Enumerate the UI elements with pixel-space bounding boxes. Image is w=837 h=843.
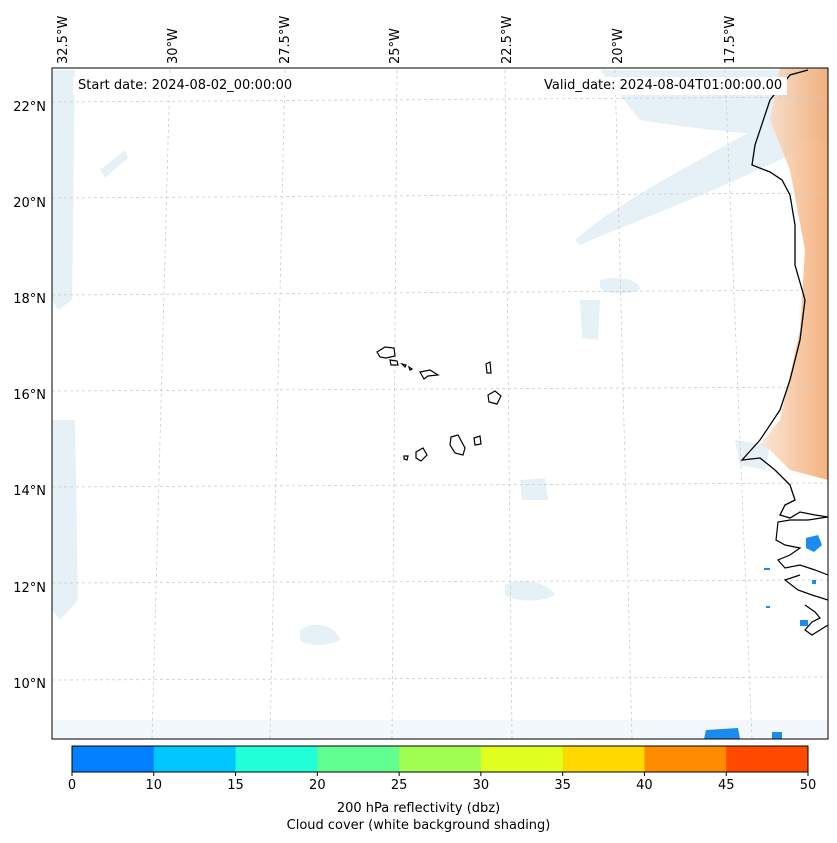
- longitude-labels: 32.5°W 30°W 27.5°W 25°W 22.5°W 20°W 17.5…: [56, 16, 738, 64]
- latitude-labels: 22°N 20°N 18°N 16°N 14°N 12°N 10°N: [13, 100, 46, 692]
- colorbar-subtitle: Cloud cover (white background shading): [286, 818, 551, 833]
- reflectivity-echoes: [704, 535, 822, 739]
- colorbar-segment: [317, 746, 400, 772]
- map-frame: [51, 67, 829, 740]
- colorbar-title: 200 hPa reflectivity (dbz): [336, 801, 501, 816]
- lat-tick-label: 20°N: [13, 196, 46, 211]
- colorbar-segment: [644, 746, 727, 772]
- colorbar-tick-label: 30: [472, 778, 490, 793]
- colorbar-segment: [72, 746, 155, 772]
- colorbar-tick-label: 50: [799, 778, 817, 793]
- colorbar-tick-label: 40: [636, 778, 653, 793]
- lon-tick-label: 17.5°W: [723, 16, 738, 64]
- lat-tick-label: 12°N: [13, 581, 46, 596]
- gambia-guinea-coast: [775, 516, 828, 636]
- colorbar-border: [71, 745, 809, 773]
- colorbar-segment: [562, 746, 645, 772]
- lon-tick-label: 22.5°W: [500, 16, 515, 64]
- lat-tick-label: 14°N: [13, 484, 46, 499]
- lon-tick-label: 25°W: [388, 28, 403, 64]
- lat-tick-label: 10°N: [13, 677, 46, 692]
- colorbar-segment: [399, 746, 482, 772]
- africa-coastline: [740, 69, 828, 519]
- lon-tick-label: 27.5°W: [278, 16, 293, 64]
- colorbar: [71, 745, 809, 776]
- colorbar-tick-label: 35: [554, 778, 571, 793]
- colorbar-tick-label: 45: [717, 778, 735, 793]
- lat-tick-label: 16°N: [13, 388, 46, 403]
- land-warm-shading: [760, 68, 828, 480]
- colorbar-segment: [480, 746, 564, 772]
- colorbar-tick-label: 15: [227, 778, 244, 793]
- colorbar-segment: [235, 746, 318, 772]
- valid-date-label: Valid_date: 2024-08-04T01:00:00.00: [539, 77, 788, 95]
- lon-tick-label: 30°W: [166, 28, 181, 64]
- lat-tick-label: 18°N: [13, 292, 46, 307]
- lat-tick-label: 22°N: [13, 100, 46, 115]
- colorbar-tick-label: 10: [145, 778, 163, 793]
- start-date-label: Start date: 2024-08-02_00:00:00: [73, 77, 298, 95]
- lon-tick-label: 32.5°W: [56, 16, 71, 64]
- colorbar-tick-label: 20: [309, 778, 326, 793]
- colorbar-tick-label: 25: [390, 778, 408, 793]
- cape-verde-islands: [376, 346, 502, 462]
- lon-tick-label: 20°W: [611, 28, 626, 64]
- colorbar-segment: [153, 746, 237, 772]
- colorbar-tick-label: 0: [67, 778, 77, 793]
- colorbar-segment: [726, 746, 809, 772]
